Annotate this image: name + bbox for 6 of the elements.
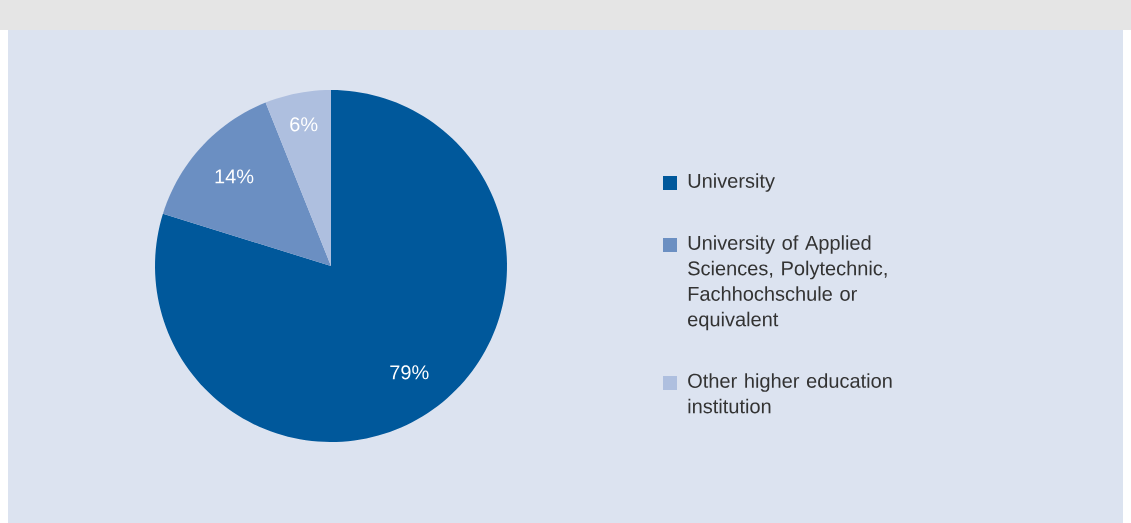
legend-label: University	[688, 173, 775, 192]
data-label: 14%	[215, 169, 254, 184]
legend-label: University of Applied Sciences, Polytechnic, Fachhochschule or equivalent	[688, 235, 887, 331]
data-label: 79%	[390, 365, 429, 380]
data-label: 6%	[290, 117, 318, 132]
legend-label: Other higher education institution	[688, 373, 892, 414]
